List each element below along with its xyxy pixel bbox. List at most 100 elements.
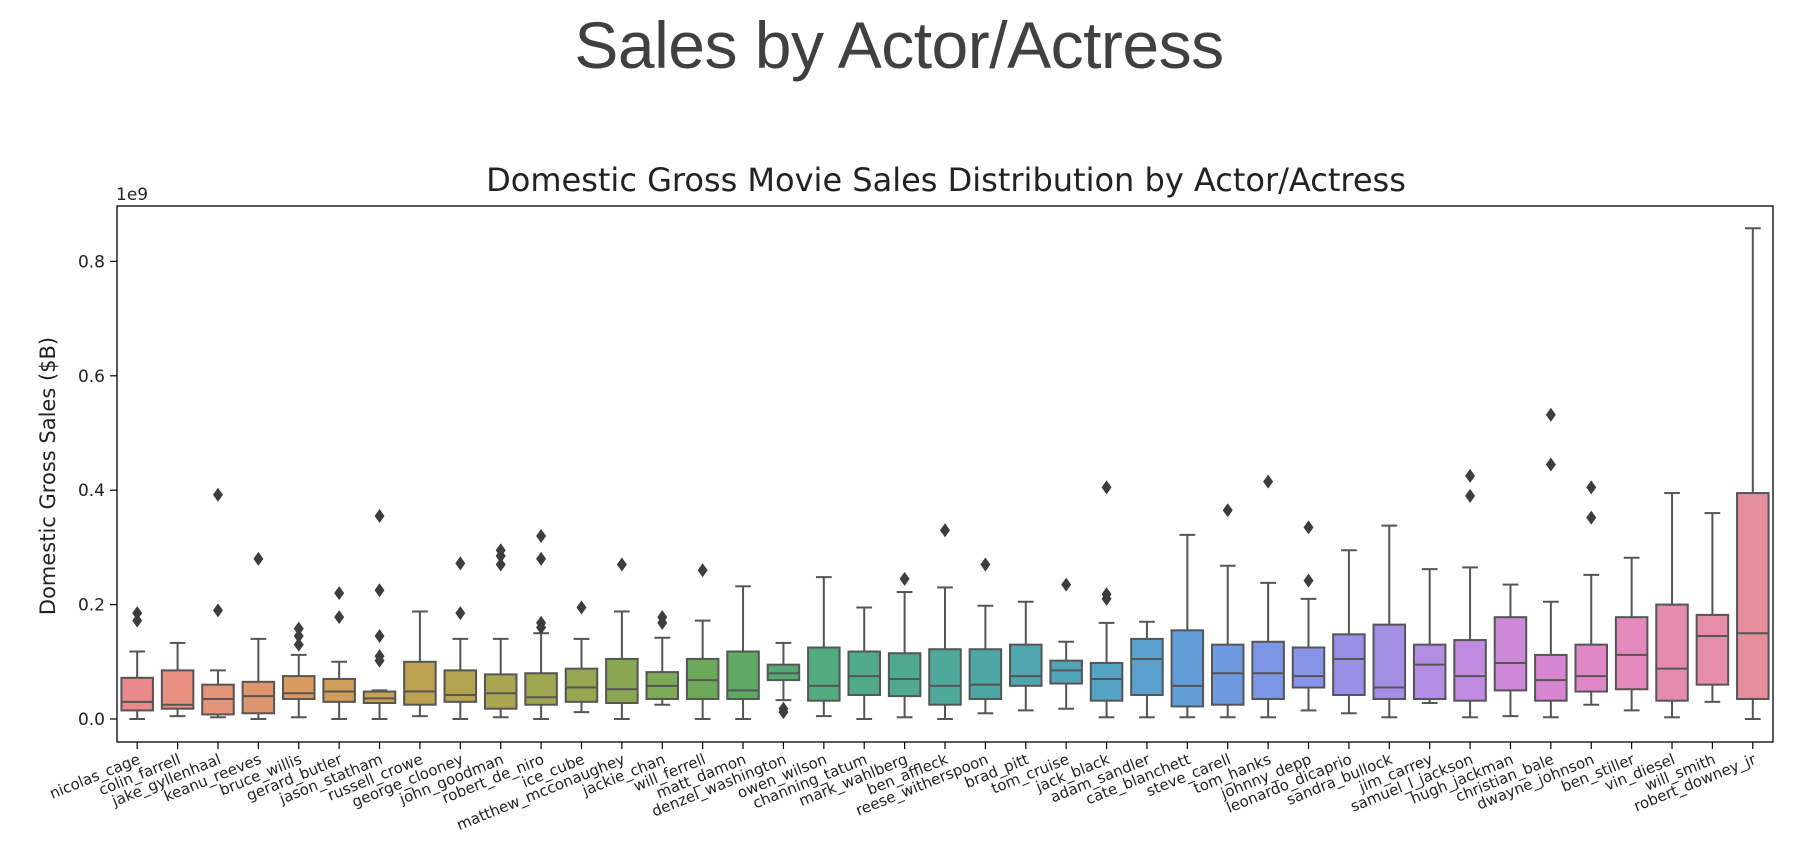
box-iqr: [1049, 659, 1083, 685]
box-john-goodman: [483, 543, 518, 719]
outlier-marker: [980, 557, 991, 572]
box-iqr: [1009, 643, 1043, 687]
outlier-marker: [1586, 510, 1597, 525]
box-iqr: [1251, 640, 1285, 700]
y-axis-label: Domestic Gross Sales ($B): [36, 337, 60, 615]
outlier-marker: [455, 606, 466, 621]
box-iqr: [887, 652, 922, 698]
box-tom-hanks: [1251, 474, 1285, 719]
outlier-marker: [374, 629, 385, 644]
outlier-marker: [1263, 474, 1274, 489]
outlier-marker: [778, 701, 789, 716]
outlier-marker: [1303, 573, 1314, 588]
outlier-marker: [1465, 468, 1476, 483]
outlier-marker: [940, 523, 950, 538]
outlier-marker: [1101, 587, 1112, 602]
box-vin-diesel: [1655, 492, 1689, 719]
x-axis: nicolas_cagecolin_farrelljake_gyllenhaal…: [47, 742, 1759, 835]
box-robert-downey-jr: [1736, 227, 1770, 720]
box-jim-carrey: [1412, 568, 1447, 704]
outlier-marker: [374, 508, 385, 523]
outlier-marker: [495, 543, 506, 558]
outlier-marker: [536, 528, 547, 543]
box-jack-black: [1089, 480, 1124, 719]
box-bruce-willis: [282, 621, 316, 719]
outlier-marker: [657, 610, 668, 625]
box-iqr: [362, 690, 397, 704]
outlier-marker: [293, 637, 304, 652]
box-iqr: [524, 672, 558, 706]
box-iqr: [282, 675, 316, 700]
box-iqr: [807, 646, 841, 702]
box-matt-damon: [726, 585, 760, 720]
outlier-marker: [374, 649, 385, 664]
y-offset-label: 1e9: [116, 185, 148, 205]
outlier-marker: [576, 600, 587, 615]
box-hugh-jackman: [1493, 583, 1528, 718]
box-iqr: [1412, 643, 1447, 700]
box-ben-stiller: [1614, 556, 1649, 712]
box-leonardo-dicaprio: [1332, 549, 1366, 715]
outlier-marker: [536, 615, 547, 630]
outlier-marker: [495, 557, 506, 572]
box-mark-wahlberg: [887, 571, 922, 719]
box-adam-sandler: [1130, 620, 1164, 719]
box-iqr: [968, 648, 1003, 700]
box-iqr: [685, 657, 720, 700]
box-samuel-l-jackson: [1453, 468, 1487, 719]
box-colin-farrell: [160, 641, 195, 718]
box-brad-pitt: [1009, 600, 1043, 712]
outlier-marker: [697, 563, 708, 578]
box-iqr: [1493, 616, 1528, 692]
outlier-marker: [899, 571, 910, 586]
box-iqr: [1332, 633, 1366, 696]
outlier-marker: [212, 603, 223, 618]
y-tick-label: 0.8: [78, 252, 105, 272]
box-iqr: [1291, 646, 1326, 689]
box-nicolas-cage: [120, 606, 154, 720]
box-iqr: [564, 667, 599, 703]
box-iqr: [1534, 653, 1568, 702]
box-iqr: [1210, 643, 1245, 706]
box-russell-crowe: [403, 610, 437, 718]
box-jackie-chan: [645, 610, 680, 706]
box-iqr: [1130, 637, 1164, 696]
box-ice-cube: [564, 600, 599, 714]
box-jake-gyllenhaal: [201, 487, 235, 719]
box-jason-statham: [362, 508, 397, 720]
box-iqr: [1736, 492, 1770, 700]
outlier-marker: [293, 621, 304, 636]
box-iqr: [605, 657, 639, 704]
box-will-smith: [1695, 512, 1730, 703]
outlier-marker: [616, 557, 627, 572]
box-iqr: [120, 676, 154, 712]
outlier-marker: [1586, 480, 1597, 495]
box-iqr: [322, 677, 356, 703]
box-iqr: [1574, 643, 1608, 693]
box-johnny-depp: [1291, 520, 1326, 712]
box-sandra-bullock: [1372, 524, 1407, 719]
box-keanu-reeves: [241, 551, 276, 720]
y-tick-label: 0.6: [78, 367, 105, 387]
box-iqr: [1089, 661, 1124, 702]
outlier-marker: [1222, 503, 1233, 518]
plot-area: [120, 227, 1770, 720]
box-gerard-butler: [322, 586, 356, 720]
box-iqr: [1614, 616, 1649, 691]
y-tick-label: 0.2: [78, 596, 105, 616]
box-will-ferrell: [685, 563, 720, 720]
outlier-marker: [1061, 577, 1072, 592]
box-iqr: [1170, 629, 1205, 708]
outlier-marker: [334, 610, 345, 625]
box-christian-bale: [1534, 407, 1568, 719]
chart-title: Domestic Gross Movie Sales Distribution …: [486, 161, 1406, 199]
outlier-marker: [1101, 480, 1112, 495]
box-ben-affleck: [928, 523, 962, 720]
box-iqr: [928, 648, 962, 706]
box-iqr: [443, 669, 478, 703]
box-iqr: [847, 650, 881, 696]
outlier-marker: [1545, 407, 1556, 422]
outlier-marker: [132, 613, 143, 628]
box-denzel-washington: [766, 641, 801, 720]
box-cate-blanchett: [1170, 533, 1205, 719]
